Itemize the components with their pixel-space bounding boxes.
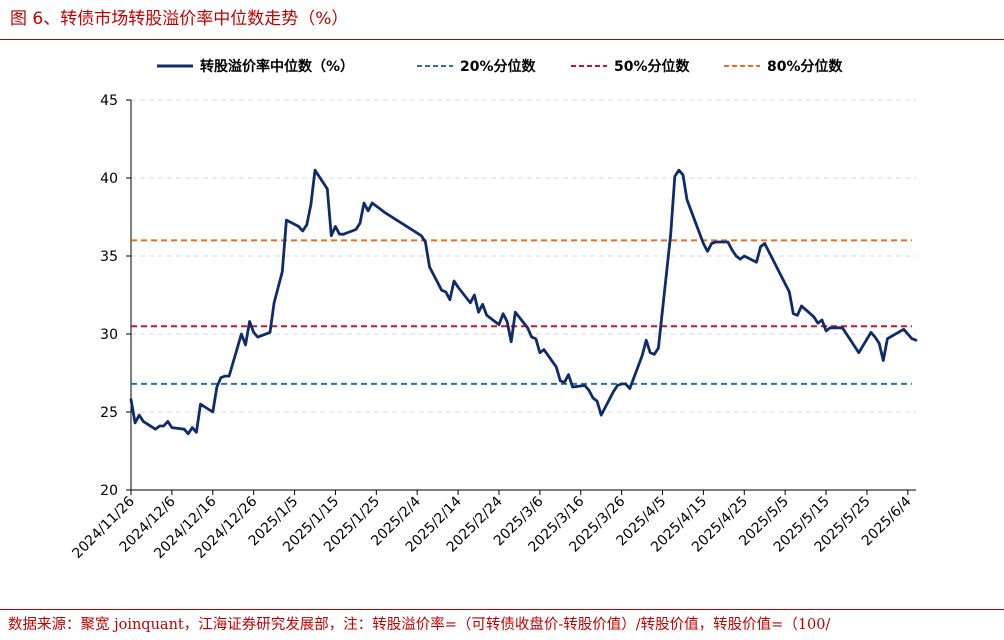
y-tick-label: 40: [100, 171, 118, 187]
y-tick-label: 45: [100, 93, 118, 109]
title-rule: [0, 39, 1004, 40]
y-tick-label: 25: [100, 405, 118, 421]
y-tick-label: 20: [100, 483, 118, 499]
line-chart: 转股溢价率中位数（%） 20%分位数 50%分位数 80%分位数 20 25 30 35 40…: [69, 58, 918, 562]
x-axis-ticks: 2024/11/262024/12/62024/12/162024/12/262…: [69, 490, 915, 562]
legend-label: 80%分位数: [767, 58, 844, 75]
legend-label: 50%分位数: [614, 58, 691, 75]
gridlines: [131, 99, 916, 413]
legend-label: 转股溢价率中位数（%）: [200, 58, 354, 75]
axes: [130, 100, 916, 491]
source-note: 数据来源：聚宽 joinquant，江海证券研究发展部，注：转股溢价率=（可转债…: [8, 617, 831, 633]
y-tick-label: 35: [100, 249, 118, 265]
legend: 转股溢价率中位数（%） 20%分位数 50%分位数 80%分位数: [157, 58, 844, 75]
median-series: [129, 168, 918, 436]
y-axis-ticks: 20 25 30 35 40 45: [100, 93, 131, 499]
y-tick-label: 30: [100, 327, 118, 343]
legend-label: 20%分位数: [460, 58, 537, 75]
figure-title: 图 6、转债市场转股溢价率中位数走势（%）: [10, 9, 349, 29]
source-rule: [0, 609, 1004, 610]
percentile-lines: [131, 239, 912, 385]
median-line: [129, 168, 918, 436]
